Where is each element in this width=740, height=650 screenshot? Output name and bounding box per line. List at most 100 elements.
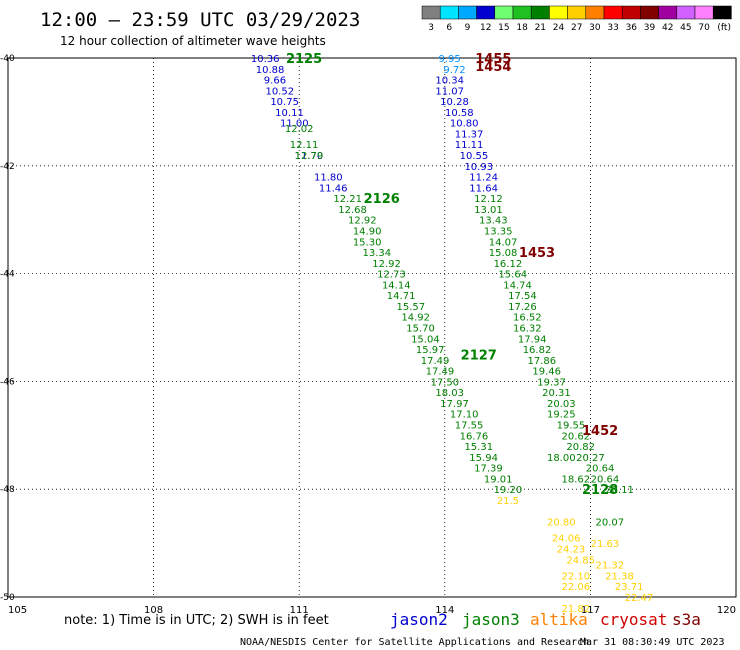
- data-point-jason3: 14.90: [353, 226, 382, 237]
- legend-swatch: [530, 5, 550, 20]
- track-label: 2126: [364, 192, 400, 207]
- credit-text: NOAA/NESDIS Center for Satellite Applica…: [240, 637, 589, 648]
- data-point-jason3: 17.86: [528, 356, 557, 367]
- x-tick-label: 105: [8, 605, 27, 616]
- data-point-jason3: 17.54: [508, 291, 537, 302]
- legend-swatch: [585, 5, 605, 20]
- data-point-jason3: 15.31: [464, 442, 493, 453]
- data-point-jason3: 20.62: [562, 431, 591, 442]
- data-point-jason3: 15.97: [416, 345, 445, 356]
- legend-swatch: [549, 5, 568, 20]
- legend-bin-label: 30: [589, 23, 601, 33]
- y-tick-label: -40: [0, 54, 15, 64]
- legend-bin-label: 3: [428, 23, 434, 33]
- legend-bin-label: 9: [465, 23, 471, 33]
- data-point-jason2: 11.70: [295, 151, 324, 162]
- legend-bin-label: 18: [516, 23, 528, 33]
- data-point-jason3: 14.71: [387, 291, 416, 302]
- data-point-jason3: 17.97: [440, 399, 469, 410]
- track-label: 2128: [582, 483, 618, 498]
- data-point-jason3: 17.94: [518, 334, 547, 345]
- data-point-altika: 21.38: [605, 571, 634, 582]
- y-tick-label: -46: [0, 377, 15, 387]
- data-point-altika: 22.47: [625, 593, 654, 604]
- data-point-jason3: 16.32: [513, 324, 542, 335]
- data-point-altika: 24.85: [566, 555, 595, 566]
- data-point-jason3: 12.92: [348, 216, 377, 227]
- color-legend: 3 6 9 12 15 18 21 24 27 30 33 36 39 42 45 70 (ft): [421, 5, 732, 33]
- data-point-jason3: 15.64: [498, 270, 527, 281]
- legend-swatch: [603, 5, 623, 20]
- legend-bin-label: 27: [571, 23, 582, 33]
- track-label: 1452: [582, 424, 618, 439]
- data-point-jason2: 11.37: [455, 129, 484, 140]
- data-point-jason3: 12.92: [372, 259, 401, 270]
- x-tick-label: 120: [717, 605, 736, 616]
- data-point-jason2: 10.34: [435, 76, 464, 87]
- data-point-jason3: 13.43: [479, 216, 508, 227]
- legend-bin-label: 45: [680, 23, 691, 33]
- track-label: 1455: [475, 52, 511, 67]
- data-point-jason3: 12.79: [295, 151, 324, 162]
- data-point-jason3: 20.03: [547, 399, 576, 410]
- satellite-name-jason3: jason3: [462, 610, 520, 629]
- data-point-jason2: 10.58: [445, 108, 474, 119]
- x-tick-label: 111: [290, 605, 309, 616]
- data-point-jason3: 20.64: [586, 464, 615, 475]
- data-point-jason3: 20.11: [605, 485, 634, 496]
- satellite-legend: jason2 jason3 altika cryosat s3a: [390, 610, 701, 629]
- data-point-jason3: 12.68: [338, 205, 367, 216]
- timestamp-text: Mar 31 08:30:49 UTC 2023: [580, 637, 725, 648]
- data-point-jason3: 18.03: [435, 388, 464, 399]
- legend-swatch: [694, 5, 714, 20]
- legend-swatch: [658, 5, 678, 20]
- y-tick-label: -48: [0, 485, 15, 495]
- legend-swatch: [621, 5, 641, 20]
- legend-swatch: [439, 5, 459, 20]
- legend-bin-label: 12: [480, 23, 491, 33]
- legend-bin-label: 39: [644, 23, 656, 33]
- data-point-jason3: 16.52: [513, 313, 542, 324]
- data-point-jason2: 11.00: [280, 119, 309, 130]
- data-point-jason3: 19.01: [484, 474, 513, 485]
- legend-bin-label: 33: [607, 23, 618, 33]
- data-point-jason3: 20.31: [542, 388, 571, 399]
- footer-note: note: 1) Time is in UTC; 2) SWH is in fe…: [64, 613, 329, 628]
- data-point-jason3: 15.57: [397, 302, 426, 313]
- plot-frame: [7, 57, 737, 598]
- satellite-name-altika: altika: [530, 610, 588, 629]
- data-point-s3a: 9.72: [443, 65, 465, 76]
- data-point-jason3: 14.74: [503, 280, 532, 291]
- legend-bin-label: 42: [662, 23, 673, 33]
- data-point-jason2: 10.52: [265, 86, 294, 97]
- x-tick-label: 117: [581, 605, 600, 616]
- chart-subtitle: 12 hour collection of altimeter wave hei…: [60, 34, 326, 48]
- data-point-altika: 21.82: [562, 604, 591, 615]
- data-point-altika: 21.5: [497, 496, 519, 507]
- legend-swatch: [712, 5, 732, 20]
- data-point-jason3: 17.50: [430, 377, 459, 388]
- data-point-jason2: 10.36: [251, 54, 280, 65]
- legend-swatch: [421, 5, 441, 20]
- legend-bin-label: 6: [446, 23, 452, 33]
- data-point-jason3: 20.27: [576, 453, 605, 464]
- data-point-jason3: 18.62: [562, 474, 591, 485]
- data-point-jason3: 13.34: [363, 248, 392, 259]
- data-point-jason3: 16.12: [494, 259, 523, 270]
- data-point-jason2: 11.46: [319, 183, 348, 194]
- data-point-jason3: 12.21: [333, 194, 362, 205]
- chart-title: 12:00 — 23:59 UTC 03/29/2023: [40, 9, 360, 31]
- data-point-jason3: 20.82: [566, 442, 595, 453]
- data-point-jason2: 10.93: [464, 162, 493, 173]
- data-point-jason3: 12.73: [377, 270, 406, 281]
- data-point-jason2: 10.75: [270, 97, 299, 108]
- data-point-jason2: 11.64: [469, 183, 498, 194]
- y-tick-label: -44: [0, 270, 15, 280]
- legend-bin-label: 36: [626, 23, 638, 33]
- data-point-jason3: 12.11: [290, 140, 319, 151]
- legend-bin-label: 24: [553, 23, 565, 33]
- track-label: 2125: [286, 52, 322, 67]
- data-point-jason3: 15.08: [489, 248, 518, 259]
- data-point-jason3: 18.00: [547, 453, 576, 464]
- data-point-jason3: 19.55: [557, 421, 586, 432]
